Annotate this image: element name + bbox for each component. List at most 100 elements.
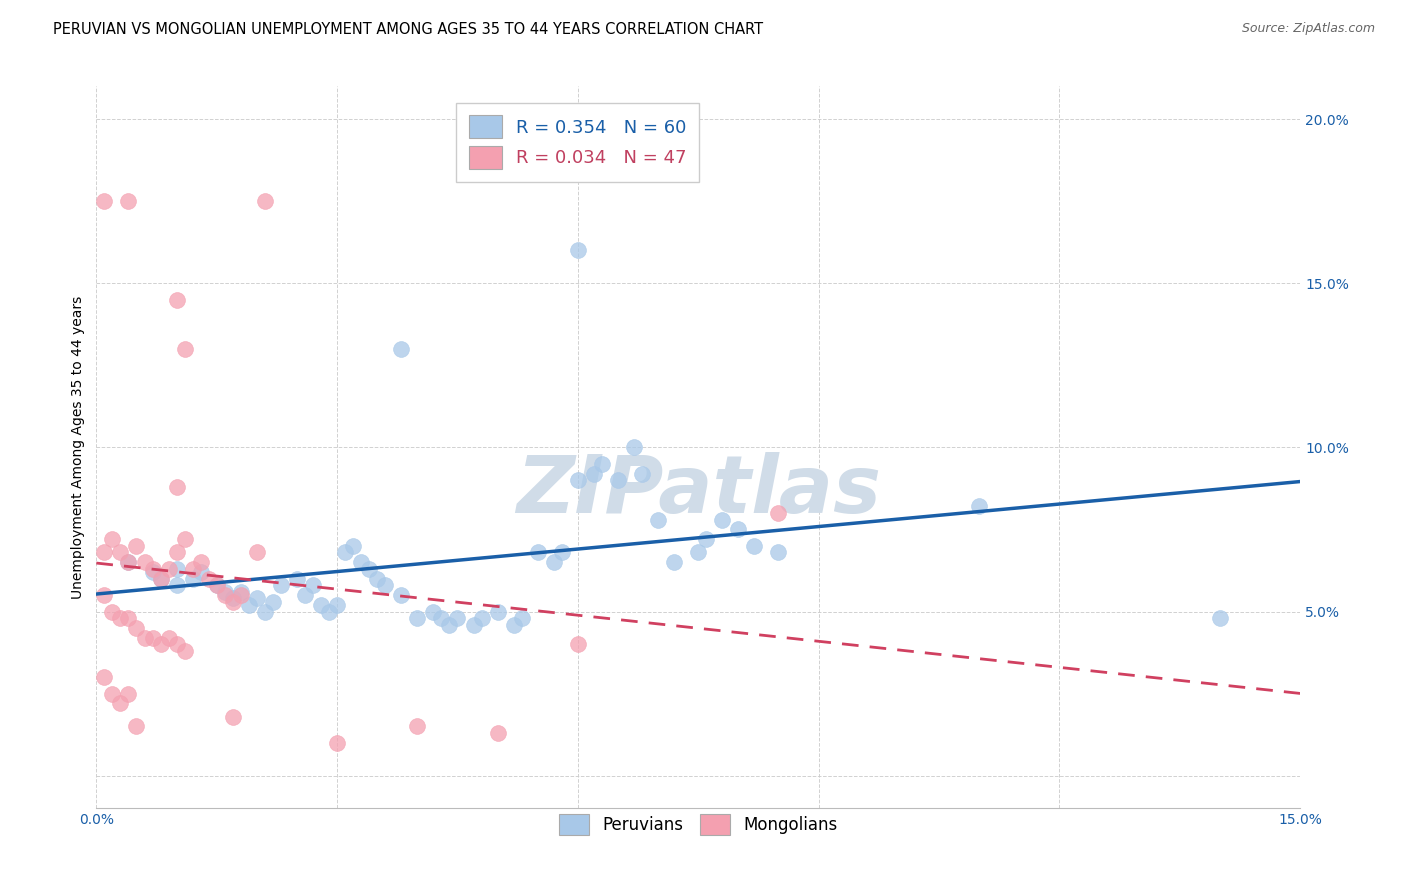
Point xyxy=(623,441,645,455)
Point xyxy=(430,611,453,625)
Point xyxy=(117,194,139,209)
Point xyxy=(229,584,252,599)
Point xyxy=(309,598,332,612)
Point xyxy=(101,533,124,547)
Point xyxy=(422,605,444,619)
Point xyxy=(551,545,574,559)
Point xyxy=(125,539,148,553)
Point xyxy=(302,578,325,592)
Point xyxy=(214,588,236,602)
Point xyxy=(214,584,236,599)
Point xyxy=(110,697,132,711)
Legend: Peruvians, Mongolians: Peruvians, Mongolians xyxy=(551,805,846,844)
Point xyxy=(141,565,163,579)
Point xyxy=(238,598,260,612)
Point xyxy=(359,562,381,576)
Point xyxy=(125,621,148,635)
Point xyxy=(229,588,252,602)
Point xyxy=(125,719,148,733)
Point xyxy=(727,523,749,537)
Point xyxy=(647,513,669,527)
Point xyxy=(149,637,172,651)
Point xyxy=(567,244,589,258)
Point xyxy=(117,555,139,569)
Text: Source: ZipAtlas.com: Source: ZipAtlas.com xyxy=(1241,22,1375,36)
Point xyxy=(117,611,139,625)
Point xyxy=(166,545,188,559)
Point xyxy=(149,572,172,586)
Point xyxy=(526,545,548,559)
Point xyxy=(406,611,429,625)
Point xyxy=(695,533,717,547)
Point xyxy=(262,595,284,609)
Point xyxy=(110,545,132,559)
Point xyxy=(662,555,685,569)
Point xyxy=(446,611,468,625)
Point xyxy=(631,467,654,481)
Point xyxy=(294,588,316,602)
Point xyxy=(439,617,461,632)
Point xyxy=(117,687,139,701)
Point xyxy=(173,533,195,547)
Point xyxy=(389,342,412,356)
Text: ZIPatlas: ZIPatlas xyxy=(516,451,880,530)
Point xyxy=(157,631,180,645)
Point xyxy=(744,539,766,553)
Point xyxy=(141,562,163,576)
Point xyxy=(567,637,589,651)
Point xyxy=(326,598,349,612)
Point xyxy=(543,555,565,569)
Point xyxy=(166,480,188,494)
Point xyxy=(967,500,990,514)
Point xyxy=(110,611,132,625)
Point xyxy=(93,670,115,684)
Point xyxy=(173,644,195,658)
Point xyxy=(181,572,204,586)
Point xyxy=(166,562,188,576)
Point xyxy=(157,562,180,576)
Point xyxy=(607,473,630,487)
Y-axis label: Unemployment Among Ages 35 to 44 years: Unemployment Among Ages 35 to 44 years xyxy=(72,296,86,599)
Point xyxy=(1209,611,1232,625)
Point xyxy=(222,709,245,723)
Point xyxy=(222,591,245,606)
Point xyxy=(350,555,373,569)
Point xyxy=(166,637,188,651)
Point xyxy=(205,578,228,592)
Point xyxy=(768,545,790,559)
Point xyxy=(711,513,734,527)
Point xyxy=(101,687,124,701)
Point xyxy=(342,539,364,553)
Point xyxy=(117,555,139,569)
Point xyxy=(318,605,340,619)
Point xyxy=(253,605,276,619)
Point xyxy=(463,617,485,632)
Point xyxy=(768,506,790,520)
Point xyxy=(134,555,156,569)
Point xyxy=(93,545,115,559)
Point xyxy=(246,591,269,606)
Point xyxy=(134,631,156,645)
Point xyxy=(374,578,396,592)
Point xyxy=(366,572,388,586)
Point xyxy=(406,719,429,733)
Point xyxy=(591,457,613,471)
Point xyxy=(101,605,124,619)
Point xyxy=(166,578,188,592)
Point xyxy=(166,293,188,307)
Point xyxy=(253,194,276,209)
Point xyxy=(285,572,308,586)
Point xyxy=(502,617,524,632)
Point xyxy=(326,736,349,750)
Point xyxy=(197,572,219,586)
Point xyxy=(173,342,195,356)
Point xyxy=(486,726,509,740)
Point xyxy=(389,588,412,602)
Text: PERUVIAN VS MONGOLIAN UNEMPLOYMENT AMONG AGES 35 TO 44 YEARS CORRELATION CHART: PERUVIAN VS MONGOLIAN UNEMPLOYMENT AMONG… xyxy=(53,22,763,37)
Point xyxy=(190,565,212,579)
Point xyxy=(190,555,212,569)
Point xyxy=(582,467,605,481)
Point xyxy=(93,588,115,602)
Point xyxy=(333,545,356,559)
Point xyxy=(567,473,589,487)
